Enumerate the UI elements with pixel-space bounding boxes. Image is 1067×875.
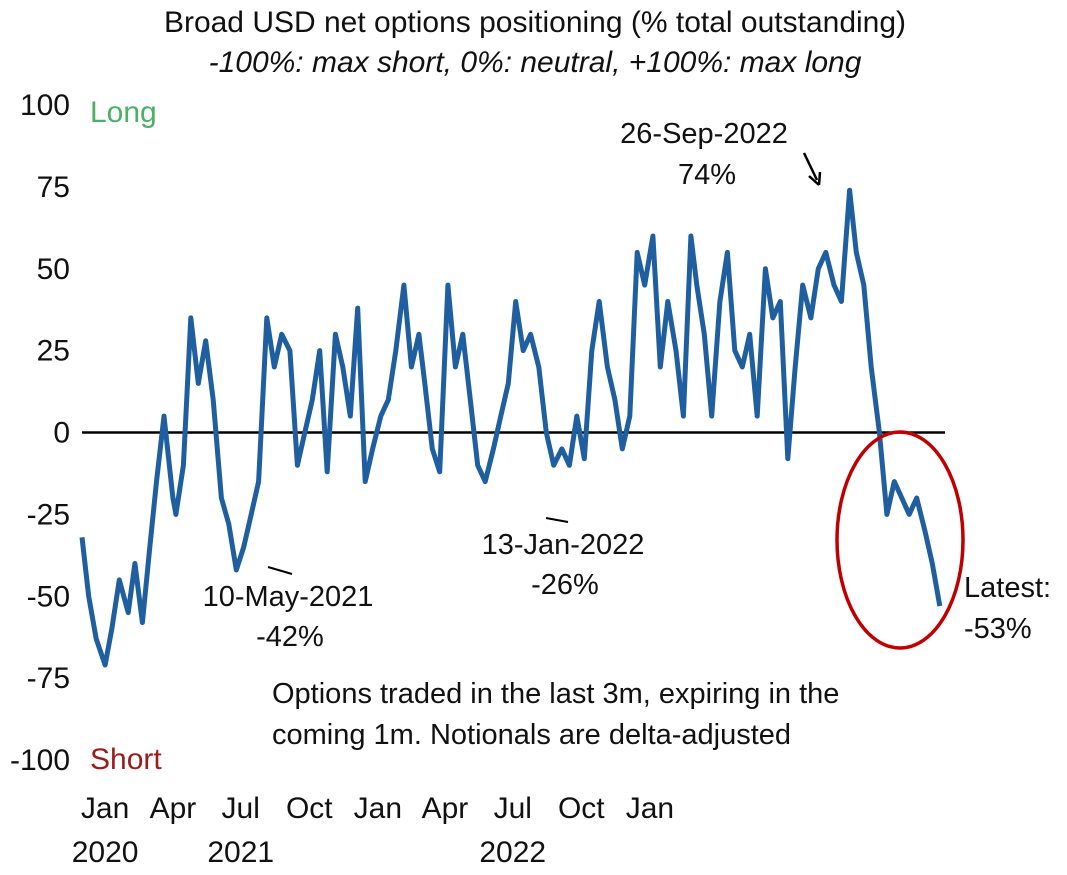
annotation-26-sep-2022-value: 74%	[678, 159, 736, 191]
annotation-13-jan-2022: 13-Jan-2022 -26%	[482, 517, 645, 601]
x-year-label: 2022	[479, 836, 546, 869]
x-tick-label: Jul	[222, 792, 260, 825]
x-year-label: 2021	[207, 836, 274, 869]
recent-period-circle	[835, 430, 965, 650]
latest-value: -53%	[964, 613, 1032, 645]
x-axis-ticks: Jan Apr Jul Oct Jan Apr Jul Oct Jan 2020 2021 2022	[72, 792, 674, 869]
y-tick-label: -50	[27, 580, 70, 613]
annotation-26-sep-2022-date: 26-Sep-2022	[620, 118, 788, 150]
short-label: Short	[90, 743, 162, 776]
x-tick-label: Apr	[150, 792, 197, 825]
annotation-13-jan-2022-value: -26%	[531, 569, 599, 601]
y-tick-label: 75	[37, 171, 70, 204]
y-tick-label: 50	[37, 253, 70, 286]
annotation-10-may-2021-date: 10-May-2021	[203, 581, 374, 613]
y-tick-label: -75	[27, 662, 70, 695]
series-line	[79, 187, 943, 668]
annotation-13-jan-2022-date: 13-Jan-2022	[482, 529, 645, 561]
x-year-label: 2020	[72, 836, 139, 869]
annotation-26-sep-2022-arrow-head	[808, 171, 822, 186]
chart-note-line-2: coming 1m. Notionals are delta-adjusted	[272, 719, 791, 751]
x-tick-label: Jan	[81, 792, 129, 825]
y-tick-label: -25	[27, 498, 70, 531]
x-tick-label: Jan	[626, 792, 674, 825]
y-tick-label: 100	[20, 89, 70, 122]
x-tick-label: Jul	[494, 792, 532, 825]
latest-label: Latest:	[964, 572, 1051, 604]
chart-note-line-1: Options traded in the last 3m, expiring …	[272, 678, 839, 710]
chart-title: Broad USD net options positioning (% tot…	[164, 6, 906, 39]
y-tick-label: -100	[10, 744, 70, 777]
x-tick-label: Apr	[422, 792, 469, 825]
y-tick-label: 0	[53, 417, 70, 450]
x-tick-label: Oct	[558, 792, 605, 825]
y-axis-ticks: 100 75 50 25 0 -25 -50 -75 -100	[10, 89, 70, 777]
annotation-26-sep-2022: 26-Sep-2022 74%	[620, 118, 822, 191]
latest-annotation: Latest: -53%	[964, 572, 1051, 645]
annotation-10-may-2021-leader	[267, 566, 293, 575]
annotation-10-may-2021: 10-May-2021 -42%	[203, 566, 374, 653]
chart-note: Options traded in the last 3m, expiring …	[272, 678, 839, 751]
y-tick-label: 25	[37, 335, 70, 368]
chart-subtitle: -100%: max short, 0%: neutral, +100%: ma…	[209, 46, 862, 79]
long-label: Long	[90, 96, 157, 129]
annotation-10-may-2021-value: -42%	[256, 621, 324, 653]
annotation-13-jan-2022-leader	[545, 517, 569, 523]
x-tick-label: Jan	[354, 792, 402, 825]
annotation-26-sep-2022-arrow-shaft	[802, 152, 819, 181]
x-tick-label: Oct	[286, 792, 333, 825]
